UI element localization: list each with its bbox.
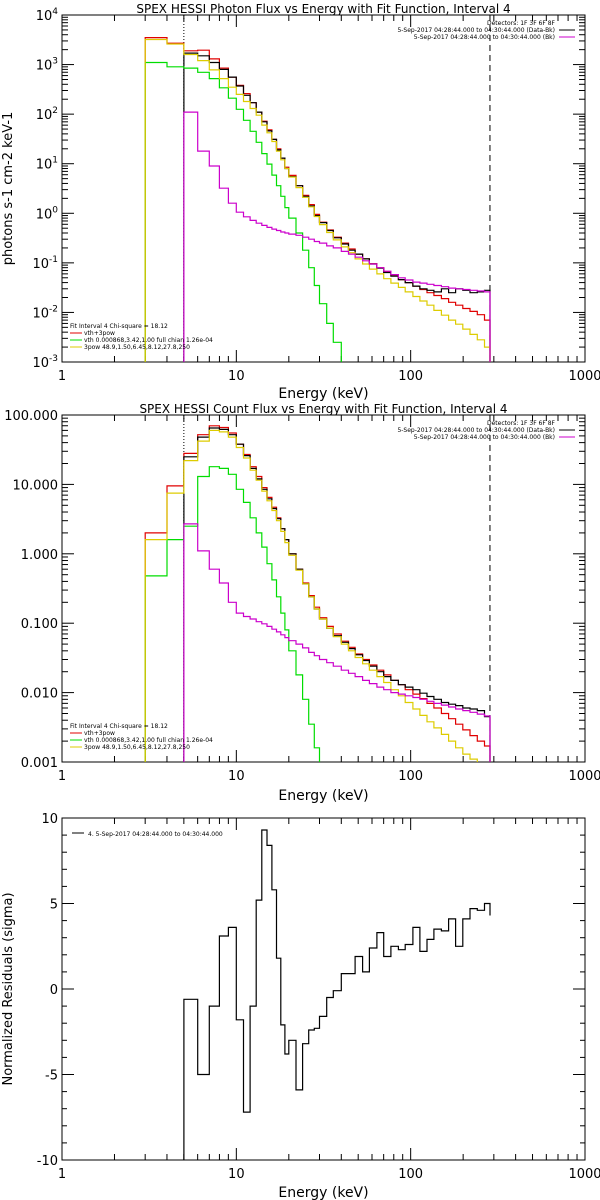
y-axis-label: Normalized Residuals (sigma): [1, 892, 16, 1085]
y-tick-label: 102: [36, 106, 58, 123]
x-axis-label: Energy (keV): [278, 386, 368, 402]
x-tick-label: 10: [228, 369, 245, 384]
legend-top-text: 5-Sep-2017 04:28:44.000 to 04:30:44.000 …: [414, 34, 555, 41]
y-axis-label: photons s-1 cm-2 keV-1: [1, 112, 16, 266]
series-line-5: [183, 523, 491, 762]
plot-frame: [61, 14, 586, 363]
y-tick-label: 104: [36, 7, 59, 24]
y-tick-label: 5: [50, 898, 58, 913]
legend-bottom-text: 3pow 48.9,1.50,6.45,8.12,27.8,250: [84, 344, 190, 351]
chart-panel-3: 1 10 100 1000 -10 -5 0 5 10 Energy (keV) Normalize…: [1, 812, 600, 1200]
x-tick-label: 100: [398, 369, 423, 384]
series-group: [144, 37, 491, 362]
chart-panel-2: SPEX HESSI Count Flux vs Energy with Fit…: [4, 402, 600, 804]
y-tick-label: 0.100: [21, 617, 58, 632]
y-tick-label: 10-2: [32, 304, 58, 321]
chart-panel-1: SPEX HESSI Photon Flux vs Energy with Fi…: [1, 2, 600, 402]
legend-top-text: Detectors: 1F 3F 6F 8F: [487, 420, 556, 427]
legend-top: Detectors: 1F 3F 6F 8F5-Sep-2017 04:28:4…: [397, 420, 575, 441]
plot-frame: [61, 414, 586, 763]
x-tick-label: 1: [58, 1167, 66, 1182]
x-axis-label: Energy (keV): [278, 1185, 368, 1200]
plot-frame: [61, 817, 586, 1161]
x-tick-label: 1000: [568, 769, 600, 784]
legend-bottom-text: vth 0.000868,3.42,1.00 full chian 1.26e-…: [84, 337, 213, 344]
legend-top: Detectors: 1F 3F 6F 8F5-Sep-2017 04:28:4…: [397, 20, 575, 41]
legend-top-text: Detectors: 1F 3F 6F 8F: [487, 20, 556, 27]
series-group: [183, 829, 491, 1160]
chart-title: SPEX HESSI Photon Flux vs Energy with Fi…: [136, 2, 510, 16]
legend-bottom-text: vth 0.000868,3.42,1.00 full chian 1.26e-…: [84, 737, 213, 744]
series-line-1: [183, 829, 491, 1160]
series-line-5: [183, 111, 491, 362]
legend-bottom-text: 3pow 48.9,1.50,6.45,8.12,27.8,250: [84, 744, 190, 751]
series-line-1: [144, 37, 491, 362]
series-line-4: [144, 429, 478, 762]
chart-title: SPEX HESSI Count Flux vs Energy with Fit…: [139, 402, 507, 416]
series-line-3: [144, 466, 321, 762]
x-tick-label: 100: [398, 769, 423, 784]
x-tick-label: 100: [398, 1167, 423, 1182]
x-tick-label: 1000: [568, 1167, 600, 1182]
series-line-2: [183, 52, 491, 362]
x-axis-label: Energy (keV): [278, 788, 368, 804]
y-tick-label: 103: [36, 57, 58, 74]
legend-bottom-text: vth+3pow: [84, 330, 115, 337]
x-tick-label: 10: [228, 769, 245, 784]
y-tick-label: -5: [45, 1069, 58, 1084]
legend-bottom: Fit Interval 4 Chi-square = 18.12vth+3po…: [70, 323, 213, 351]
x-tick-label: 10: [228, 1167, 245, 1182]
y-tick-label: 10: [41, 812, 58, 827]
legend-top-text: 5-Sep-2017 04:28:44.000 to 04:30:44.000 …: [397, 27, 555, 34]
y-tick-label: 0.001: [21, 756, 58, 771]
y-tick-label: 0: [50, 983, 58, 998]
y-tick-label: 10-3: [32, 354, 58, 371]
series-line-2: [183, 427, 491, 762]
x-tick-label: 1000: [568, 369, 600, 384]
legend-top-text: 4. 5-Sep-2017 04:28:44.000 to 04:30:44.0…: [88, 831, 223, 838]
legend-top-text: 5-Sep-2017 04:28:44.000 to 04:30:44.000 …: [414, 434, 555, 441]
legend-bottom-text: Fit Interval 4 Chi-square = 18.12: [70, 723, 168, 730]
y-tick-label: 101: [36, 156, 58, 173]
y-tick-label: -10: [37, 1154, 58, 1169]
series-line-3: [144, 61, 342, 362]
legend-top-text: 5-Sep-2017 04:28:44.000 to 04:30:44.000 …: [397, 427, 555, 434]
series-line-1: [144, 425, 491, 762]
y-tick-label: 1.000: [21, 548, 58, 563]
y-tick-label: 100.000: [4, 409, 58, 424]
legend-bottom-text: vth+3pow: [84, 730, 115, 737]
series-line-4: [144, 38, 491, 362]
y-tick-label: 100: [36, 205, 59, 222]
x-tick-label: 1: [58, 769, 66, 784]
legend-bottom: Fit Interval 4 Chi-square = 18.12vth+3po…: [70, 723, 213, 751]
series-group: [144, 425, 491, 762]
legend-bottom-text: Fit Interval 4 Chi-square = 18.12: [70, 323, 168, 330]
y-tick-label: 10-1: [32, 255, 58, 272]
x-tick-label: 1: [58, 369, 66, 384]
y-tick-label: 0.010: [21, 687, 58, 702]
y-tick-label: 10.000: [13, 478, 59, 493]
legend-top: 4. 5-Sep-2017 04:28:44.000 to 04:30:44.0…: [72, 831, 223, 838]
